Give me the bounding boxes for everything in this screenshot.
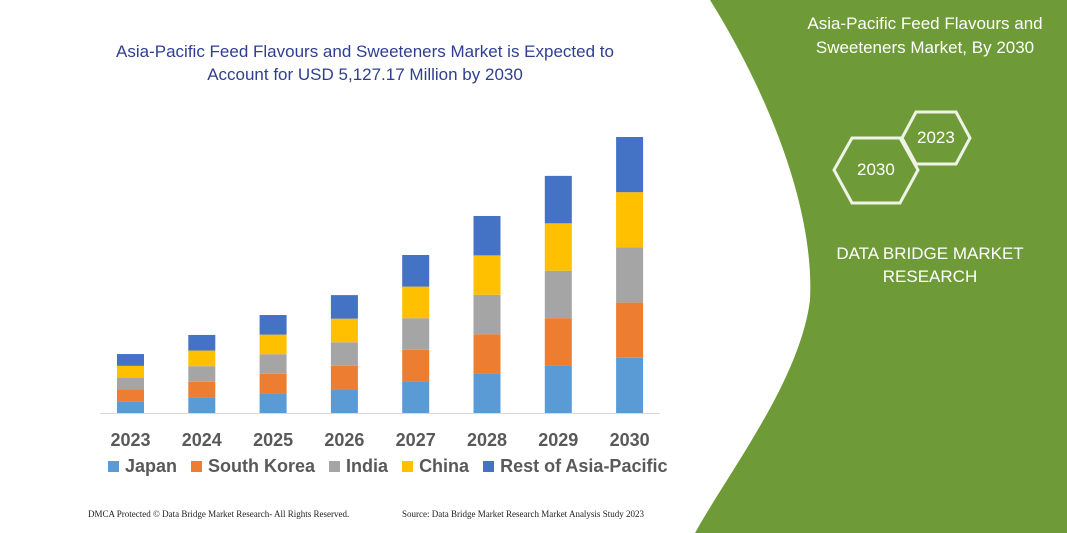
- bar-segment-2025-south-korea: [259, 373, 287, 394]
- stacked-bar-chart: 2023 2024 2025 2026 2027 2028 2029 2030: [100, 137, 660, 450]
- bar-segment-2023-china: [117, 365, 144, 378]
- footer-copyright: DMCA Protected © Data Bridge Market Rese…: [88, 509, 350, 519]
- bar-segment-2030-japan: [616, 357, 644, 413]
- bar-segment-2027-south-korea: [402, 349, 430, 382]
- x-tick-label: 2024: [182, 430, 222, 450]
- bar-segment-2024-japan: [188, 397, 216, 413]
- legend-swatch: [329, 461, 341, 472]
- bar-segment-2025-india: [259, 354, 287, 374]
- bar-segment-2030-rest-of-asia-pacific: [616, 137, 644, 193]
- bar-segment-2025-rest-of-asia-pacific: [259, 315, 287, 335]
- bar-segment-2030-india: [616, 247, 644, 303]
- hexagon-2030: [832, 136, 920, 205]
- legend-label: China: [419, 456, 470, 476]
- legend-swatch: [483, 461, 495, 472]
- x-tick-label: 2023: [110, 430, 150, 450]
- x-tick-label: 2027: [396, 430, 436, 450]
- bar-segment-2029-japan: [544, 365, 572, 413]
- bar-segment-2028-south-korea: [473, 334, 501, 374]
- bar-segment-2026-china: [330, 318, 358, 343]
- bar-segment-2030-south-korea: [616, 302, 644, 358]
- hexagon-2023: [900, 110, 972, 166]
- legend-item: Japan: [108, 456, 177, 477]
- bar-segment-2028-china: [473, 255, 501, 295]
- bar-segment-2026-japan: [330, 389, 358, 413]
- x-tick-label: 2026: [324, 430, 364, 450]
- bar-segment-2024-rest-of-asia-pacific: [188, 334, 216, 351]
- legend: Japan South Korea India China Rest of As…: [108, 456, 667, 477]
- x-tick-label: 2028: [467, 430, 507, 450]
- bar-segment-2024-south-korea: [188, 381, 216, 398]
- chart-title: Asia-Pacific Feed Flavours and Sweetener…: [116, 42, 614, 84]
- bar-segment-2023-rest-of-asia-pacific: [117, 354, 144, 366]
- legend-item: India: [329, 456, 388, 477]
- hex-label-2023: 2023: [917, 128, 955, 147]
- panel-title: Asia-Pacific Feed Flavours and Sweetener…: [807, 14, 1043, 57]
- bar-segment-2025-china: [259, 334, 287, 355]
- bar-segment-2024-china: [188, 350, 216, 367]
- footer-source: Source: Data Bridge Market Research Mark…: [402, 509, 644, 519]
- bar-segment-2029-china: [544, 223, 572, 271]
- legend-swatch: [108, 461, 119, 472]
- bar-segment-2027-india: [402, 318, 430, 350]
- x-tick-label: 2025: [253, 430, 293, 450]
- x-tick-label: 2029: [538, 430, 578, 450]
- bar-segment-2028-japan: [473, 373, 501, 413]
- bar-segment-2024-india: [188, 366, 216, 382]
- x-tick-label: 2030: [610, 430, 650, 450]
- bar-segment-2026-rest-of-asia-pacific: [330, 295, 358, 319]
- bar-segment-2026-india: [330, 342, 358, 366]
- legend-item: China: [402, 456, 469, 477]
- bar-segment-2028-rest-of-asia-pacific: [473, 215, 501, 256]
- bar-segment-2027-rest-of-asia-pacific: [402, 255, 430, 287]
- legend-swatch: [402, 461, 414, 472]
- bar-segment-2023-south-korea: [117, 389, 144, 402]
- legend-swatch: [191, 461, 203, 472]
- legend-label: South Korea: [208, 456, 316, 476]
- bar-segment-2027-japan: [402, 381, 430, 413]
- bar-segment-2029-south-korea: [544, 318, 572, 366]
- legend-label: Japan: [125, 456, 178, 476]
- bar-segment-2027-china: [402, 286, 430, 319]
- bar-segment-2026-south-korea: [330, 365, 358, 390]
- bar-segment-2029-rest-of-asia-pacific: [544, 175, 572, 224]
- green-panel: [695, 0, 1067, 533]
- hex-label-2030: 2030: [857, 160, 895, 179]
- bar-segment-2028-india: [473, 294, 501, 335]
- legend-label: Rest of Asia-Pacific: [500, 456, 668, 476]
- bar-segment-2029-india: [544, 270, 572, 319]
- bar-segment-2025-japan: [259, 393, 287, 413]
- legend-item: South Korea: [191, 456, 315, 477]
- bar-segment-2023-japan: [117, 401, 144, 413]
- bar-segment-2023-india: [117, 377, 144, 390]
- legend-item: Rest of Asia-Pacific: [483, 456, 667, 477]
- legend-label: India: [346, 456, 389, 476]
- brand-name: DATA BRIDGE MARKET RESEARCH: [836, 244, 1024, 286]
- bar-segment-2030-china: [616, 192, 644, 248]
